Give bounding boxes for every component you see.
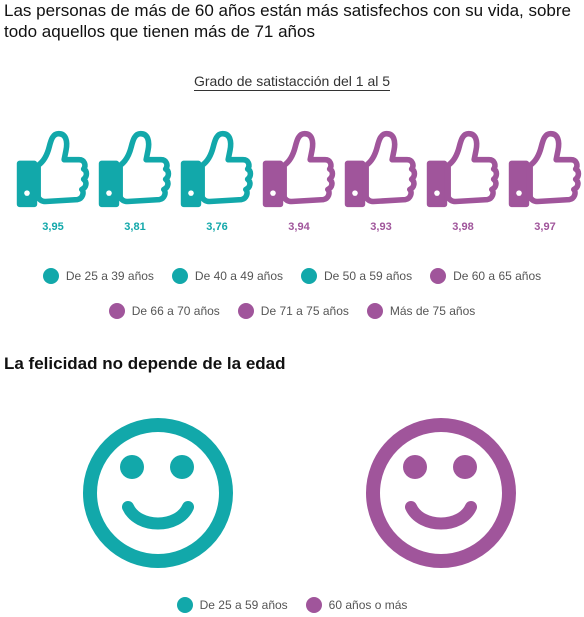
legend-item: De 66 a 70 años <box>108 303 220 319</box>
thumbs-up-icon <box>16 130 90 208</box>
legend-item: Más de 75 años <box>366 303 476 319</box>
section-title: La felicidad no depende de la edad <box>4 354 286 373</box>
thumbs-chart: 3,95 3,81 3,76 3,94 3,93 3,98 3,97 <box>12 126 584 246</box>
legend-label: 60 años o más <box>328 598 408 612</box>
chart-title: Grado de satistacción del 1 al 5 <box>193 73 391 91</box>
legend-item: De 25 a 59 años <box>176 597 288 613</box>
circle-dot-icon <box>42 268 59 284</box>
thumb-bar-5: 3,93 <box>340 126 422 236</box>
circle-dot-icon <box>366 303 383 319</box>
chart-legend-row-1: De 25 a 39 años De 40 a 49 años De 50 a 59… <box>0 268 584 284</box>
thumbs-up-icon <box>426 130 500 208</box>
data-label: 3,98 <box>452 221 474 233</box>
thumbs-up-icon <box>180 130 254 208</box>
thumbs-up-icon <box>98 130 172 208</box>
circle-dot-icon <box>301 268 317 284</box>
circle-dot-icon <box>430 268 447 284</box>
thumb-bar-7: 3,97 <box>504 126 584 236</box>
data-label: 3,94 <box>288 221 310 233</box>
circle-dot-icon <box>108 303 125 319</box>
legend-item: De 40 a 49 años <box>171 268 283 284</box>
legend-label: De 66 a 70 años <box>131 304 220 318</box>
legend-item: 60 años o más <box>305 597 408 613</box>
thumb-bar-3: 3,76 <box>176 126 258 236</box>
legend-item: De 50 a 59 años <box>301 268 412 284</box>
page-headline: Las personas de más de 60 años están más… <box>4 1 571 41</box>
data-label: 3,95 <box>42 221 64 233</box>
thumbs-up-icon <box>262 130 336 208</box>
smiley-legend: De 25 a 59 años 60 años o más <box>0 597 584 613</box>
thumbs-up-icon <box>508 130 582 208</box>
smiley-face-icon-older <box>365 417 517 569</box>
legend-label: De 25 a 39 años <box>65 269 154 283</box>
thumb-bar-4: 3,94 <box>258 126 340 236</box>
smiley-face-icon <box>366 418 516 568</box>
data-label: 3,93 <box>370 221 392 233</box>
thumb-bar-1: 3,95 <box>12 126 94 236</box>
legend-label: Más de 75 años <box>389 304 476 318</box>
thumb-bar-2: 3,81 <box>94 126 176 236</box>
smiley-face-icon-young <box>82 417 234 569</box>
chart-legend-row-2: De 66 a 70 años De 71 a 75 años Más de 75 … <box>0 303 584 319</box>
circle-dot-icon <box>176 597 193 613</box>
legend-item: De 25 a 39 años <box>42 268 154 284</box>
circle-dot-icon <box>171 268 188 284</box>
legend-label: De 50 a 59 años <box>324 269 413 283</box>
circle-dot-icon <box>237 303 254 319</box>
data-label: 3,76 <box>206 221 228 233</box>
data-label: 3,81 <box>124 221 146 233</box>
data-label: 3,97 <box>534 221 556 233</box>
legend-item: De 60 a 65 años <box>430 268 541 284</box>
smiley-face-icon <box>83 418 233 568</box>
legend-label: De 71 a 75 años <box>260 304 349 318</box>
chart-subtitle: Grado de satistacción del 1 al 5 <box>0 73 584 91</box>
legend-label: De 60 a 65 años <box>453 269 542 283</box>
legend-item: De 71 a 75 años <box>237 303 349 319</box>
thumb-bar-6: 3,98 <box>422 126 504 236</box>
thumbs-up-icon <box>344 130 418 208</box>
circle-dot-icon <box>305 597 322 613</box>
legend-label: De 40 a 49 años <box>194 269 283 283</box>
legend-label: De 25 a 59 años <box>199 598 288 612</box>
